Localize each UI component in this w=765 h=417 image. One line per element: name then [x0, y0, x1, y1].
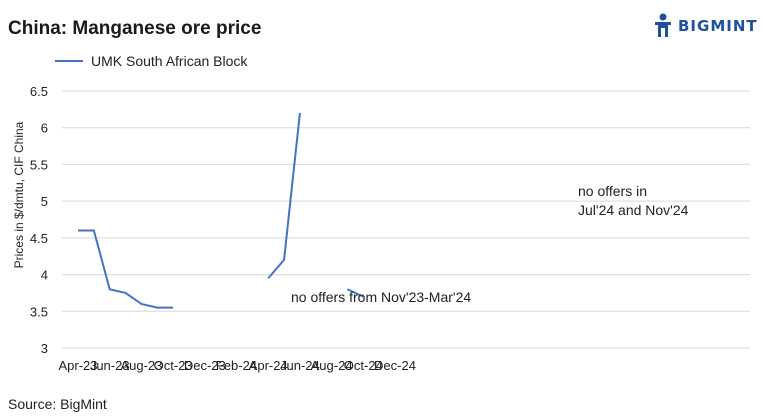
- x-tick-label: Oct-24: [344, 358, 383, 373]
- y-tick-label: 3: [41, 341, 48, 356]
- x-tick-label: Apr-23: [58, 358, 97, 373]
- chart-title: China: Manganese ore price: [8, 18, 262, 39]
- chart-grid: [62, 90, 750, 349]
- chart-series: [78, 112, 364, 309]
- y-tick-label: 6.5: [30, 84, 48, 99]
- x-tick-label: Oct-23: [154, 358, 193, 373]
- x-tick-label: Dec-24: [374, 358, 416, 373]
- chart-legend: UMK South African Block: [55, 53, 247, 69]
- bigmint-logo-icon: [655, 13, 671, 37]
- x-axis-ticks: Apr-23Jun-23Aug-23Oct-23Dec-23Feb-24Apr-…: [58, 358, 415, 373]
- annotation-no-offers-2b: Jul'24 and Nov'24: [578, 202, 689, 218]
- y-tick-label: 6: [41, 121, 48, 136]
- legend-swatch: [55, 60, 83, 62]
- x-tick-label: Dec-23: [184, 358, 226, 373]
- x-tick-label: Aug-24: [311, 358, 353, 373]
- x-tick-label: Jun-24: [280, 358, 320, 373]
- legend-label: UMK South African Block: [91, 53, 248, 69]
- series-line-segment: [267, 112, 301, 279]
- brand-logo: BIGMINT: [652, 12, 758, 40]
- annotation-no-offers-1: no offers from Nov'23-Mar'24: [291, 289, 471, 305]
- x-tick-label: Apr-24: [249, 358, 288, 373]
- y-tick-label: 4.5: [30, 231, 48, 246]
- y-axis-ticks: 3 3.5 4 4.5 5 5.5 6 6.5: [30, 84, 48, 356]
- y-axis-label: Prices in $/dmtu, CIF China: [12, 121, 26, 268]
- annotation-no-offers-2a: no offers in: [578, 183, 647, 199]
- y-tick-label: 3.5: [30, 304, 48, 319]
- y-tick-label: 4: [41, 268, 48, 283]
- series-line-segment: [347, 288, 364, 298]
- logo-text: BIGMINT: [678, 17, 758, 35]
- x-tick-label: Aug-23: [120, 358, 162, 373]
- y-tick-label: 5: [41, 194, 48, 209]
- source-note: Source: BigMint: [8, 396, 107, 412]
- x-tick-label: Jun-23: [90, 358, 130, 373]
- series-line-segment: [78, 229, 174, 309]
- x-tick-label: Feb-24: [216, 358, 257, 373]
- y-tick-label: 5.5: [30, 157, 48, 172]
